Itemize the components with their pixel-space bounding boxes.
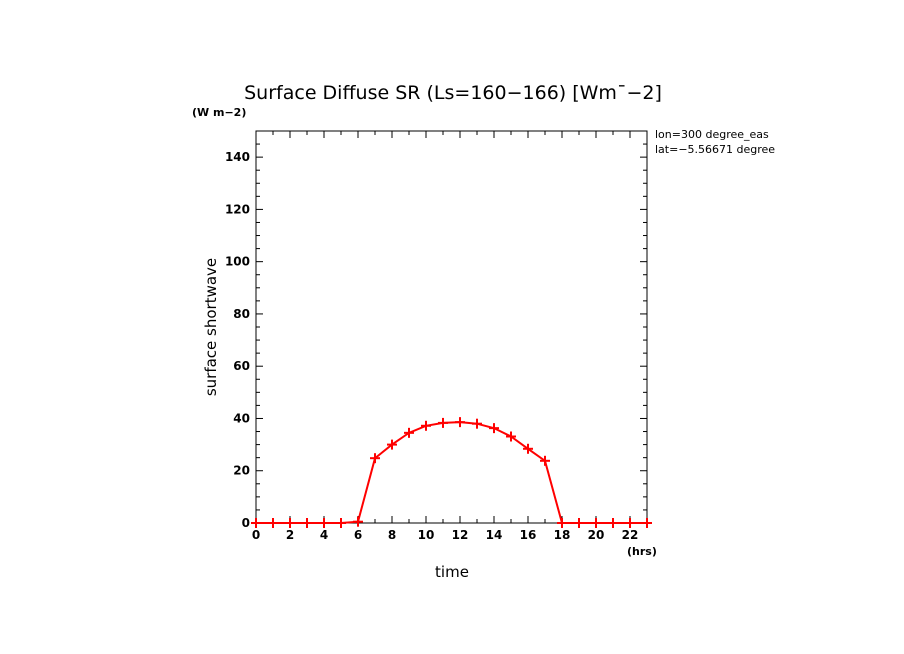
data-point-marker xyxy=(557,518,567,528)
y-tick-label: 120 xyxy=(225,202,250,216)
data-point-marker xyxy=(540,455,550,466)
y-tick-label: 140 xyxy=(225,150,250,164)
data-point-marker xyxy=(574,518,584,528)
data-point-marker xyxy=(506,431,516,442)
data-point-marker xyxy=(489,423,499,434)
data-point-marker xyxy=(523,443,533,454)
x-tick-label: 16 xyxy=(520,528,537,542)
latitude-annotation: lat=−5.56671 degree xyxy=(655,143,775,156)
x-axis-units: (hrs) xyxy=(627,545,657,558)
x-tick-label: 22 xyxy=(622,528,639,542)
y-axis-units: (W m−2) xyxy=(192,106,246,119)
x-tick-label: 8 xyxy=(388,528,396,542)
data-point-marker xyxy=(472,418,482,429)
data-point-marker xyxy=(642,518,652,528)
x-tick-label: 20 xyxy=(588,528,605,542)
x-tick-label: 4 xyxy=(320,528,328,542)
data-point-marker xyxy=(251,518,261,528)
y-tick-label: 0 xyxy=(242,516,250,530)
data-point-marker xyxy=(353,516,363,527)
data-point-marker xyxy=(336,518,346,528)
x-tick-label: 18 xyxy=(554,528,571,542)
x-tick-label: 12 xyxy=(452,528,469,542)
longitude-annotation: lon=300 degree_eas xyxy=(655,128,769,141)
chart-title: Surface Diffuse SR (Ls=160−166) [Wm¯−2] xyxy=(244,82,662,104)
data-point-marker xyxy=(285,518,295,528)
x-tick-label: 6 xyxy=(354,528,362,542)
y-axis-label: surface shortwave xyxy=(202,258,220,396)
x-tick-label: 2 xyxy=(286,528,294,542)
plot-frame xyxy=(255,130,648,524)
data-point-marker xyxy=(404,427,414,438)
x-axis-label: time xyxy=(435,563,469,581)
y-tick-label: 80 xyxy=(233,307,250,321)
data-point-marker xyxy=(268,518,278,528)
series-line xyxy=(256,421,647,524)
x-tick-label: 0 xyxy=(252,528,260,542)
data-point-marker xyxy=(438,417,448,428)
data-series xyxy=(251,417,652,528)
data-point-marker xyxy=(370,453,380,464)
x-tick-label: 14 xyxy=(486,528,503,542)
data-point-marker xyxy=(421,420,431,431)
y-tick-label: 60 xyxy=(233,359,250,373)
data-point-marker xyxy=(591,518,601,528)
data-point-marker xyxy=(608,518,618,528)
y-tick-label: 40 xyxy=(233,411,250,425)
data-point-marker xyxy=(387,439,397,450)
data-point-marker xyxy=(455,417,465,428)
axis-ticks: 0 2 4 6 8 10 12 14 16 18 20 22 0 20 40 60 80 100 120 140 xyxy=(225,130,648,542)
data-point-marker xyxy=(302,518,312,528)
data-point-marker xyxy=(625,518,635,528)
y-tick-label: 100 xyxy=(225,255,250,269)
data-point-marker xyxy=(319,518,329,528)
x-tick-label: 10 xyxy=(418,528,435,542)
y-tick-label: 20 xyxy=(233,464,250,478)
